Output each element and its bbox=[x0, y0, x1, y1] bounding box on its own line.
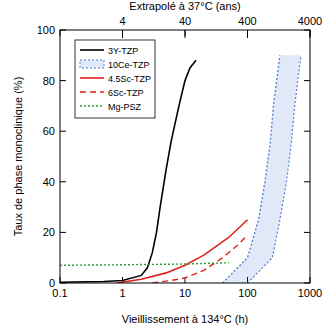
line-edge bbox=[248, 55, 302, 283]
legend-label: 4.5Sc-TZP bbox=[108, 74, 151, 84]
legend-box bbox=[75, 40, 155, 118]
x2-tick-label: 40 bbox=[179, 15, 191, 27]
y-tick-label: 40 bbox=[43, 176, 55, 188]
x2-tick bbox=[122, 30, 123, 38]
legend-swatch bbox=[80, 77, 104, 79]
x-axis-label: Vieillissement à 134°C (h) bbox=[122, 313, 248, 325]
legend: 3Y-TZP 10Ce-TZP 4.5Sc-TZP 6Sc-TZP Mg-PSZ bbox=[75, 40, 155, 118]
y-tick-label: 20 bbox=[43, 226, 55, 238]
x-tick-label: 1000 bbox=[298, 287, 322, 299]
y-tick bbox=[304, 131, 310, 132]
legend-label: 3Y-TZP bbox=[108, 46, 138, 56]
line bbox=[223, 55, 280, 283]
x2-tick bbox=[247, 30, 248, 38]
y-tick-label: 0 bbox=[49, 277, 55, 289]
line bbox=[152, 235, 247, 283]
chart: 0.111010010004404004000020406080100Vieil… bbox=[0, 0, 333, 333]
band bbox=[223, 55, 301, 283]
y-tick bbox=[60, 80, 66, 81]
y-axis-label: Taux de phase monoclinique (%) bbox=[12, 77, 24, 237]
y-tick bbox=[60, 181, 66, 182]
x-tick-label: 10 bbox=[179, 287, 191, 299]
y-tick-label: 80 bbox=[43, 75, 55, 87]
y-tick bbox=[60, 232, 66, 233]
x2-axis-label: Extrapolé à 37°C (ans) bbox=[129, 0, 240, 12]
legend-swatch bbox=[80, 105, 104, 107]
legend-label: Mg-PSZ bbox=[108, 102, 142, 112]
x-tick-label: 1 bbox=[119, 287, 125, 299]
y-tick bbox=[60, 131, 66, 132]
legend-swatch bbox=[80, 91, 104, 93]
y-tick-label: 60 bbox=[43, 125, 55, 137]
x2-tick bbox=[185, 30, 186, 38]
y-tick bbox=[304, 181, 310, 182]
y-tick bbox=[304, 232, 310, 233]
legend-swatch bbox=[80, 49, 104, 51]
x2-tick-label: 400 bbox=[238, 15, 256, 27]
legend-label: 6Sc-TZP bbox=[108, 88, 144, 98]
y-tick-label: 100 bbox=[37, 24, 55, 36]
legend-label: 10Ce-TZP bbox=[108, 60, 150, 70]
frame bbox=[60, 30, 310, 283]
line bbox=[116, 220, 247, 283]
x2-tick-label: 4000 bbox=[298, 15, 322, 27]
line bbox=[60, 263, 229, 266]
x-tick-label: 100 bbox=[238, 287, 256, 299]
legend-swatch bbox=[80, 60, 104, 68]
y-tick bbox=[304, 80, 310, 81]
x2-tick-label: 4 bbox=[119, 15, 125, 27]
